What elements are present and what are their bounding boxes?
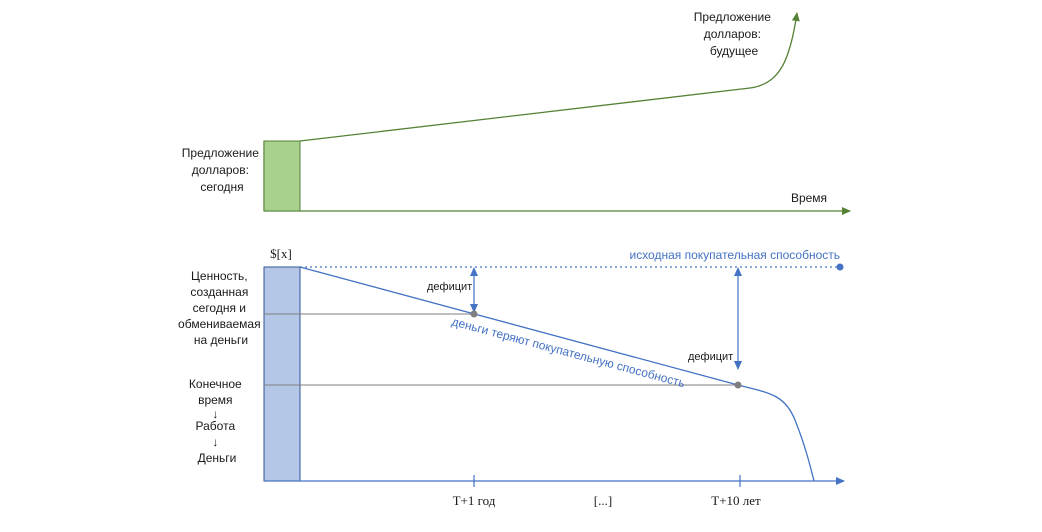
- point-t1: [470, 310, 478, 318]
- time-axis-label: Время: [791, 191, 827, 205]
- value-label: Ценность, созданная сегодня и обмениваем…: [178, 269, 264, 347]
- supply-future-label: Предложение долларов: будущее: [694, 10, 774, 58]
- supply-today-bar: [263, 140, 301, 212]
- deficit-label-1: дефицит: [427, 281, 472, 293]
- original-power-endpoint: [836, 263, 844, 271]
- top-panel: Предложение долларов: сегодня Предложени…: [182, 10, 851, 215]
- tick-label-t10: T+10 лет: [711, 493, 761, 508]
- tick-label-t1: T+1 год: [453, 493, 496, 508]
- point-t10: [734, 381, 742, 389]
- supply-growth-curve: [299, 12, 800, 142]
- deficit-label-2: дефицит: [688, 351, 733, 363]
- bottom-panel: $[x] Ценность, созданная сегодня и обмен…: [178, 246, 845, 508]
- losing-power-label: деньги теряют покупательную способность: [450, 314, 686, 390]
- tick-label-ellipsis: [...]: [594, 493, 612, 508]
- value-bar: [263, 266, 301, 482]
- supply-today-label: Предложение долларов: сегодня: [182, 146, 262, 194]
- bar-title: $[x]: [270, 246, 292, 261]
- declining-power-curve: [299, 266, 815, 482]
- chain-label: Конечное время ↓ Работа ↓ Деньги: [189, 377, 245, 465]
- original-power-label: исходная покупательная способность: [629, 248, 840, 262]
